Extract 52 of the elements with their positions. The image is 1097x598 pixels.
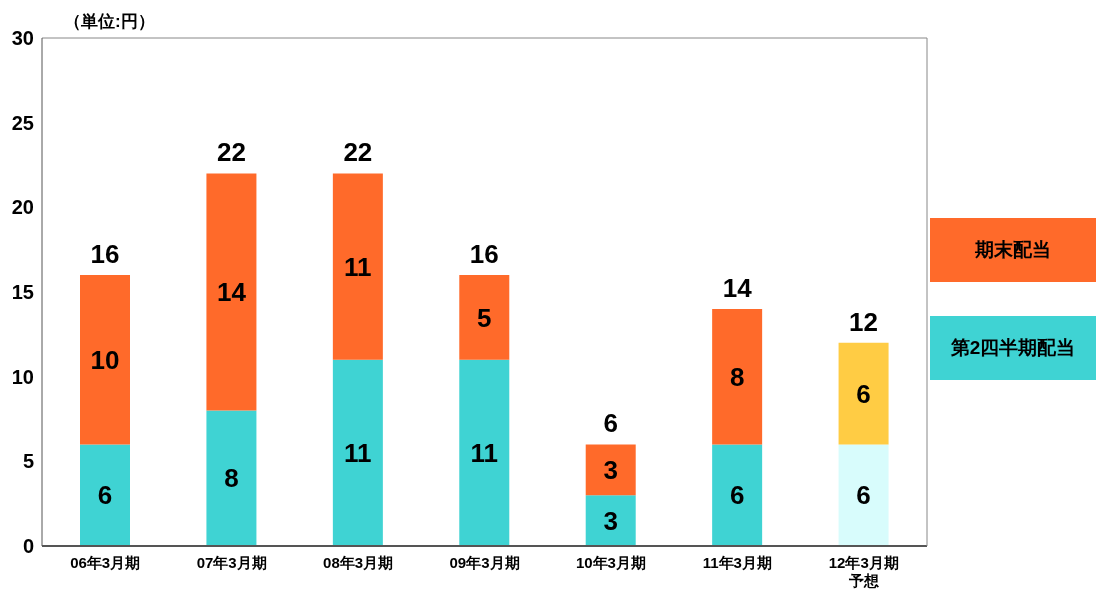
- y-tick-label: 30: [11, 27, 34, 50]
- x-tick-label: 10年3月期: [575, 554, 646, 571]
- bar: [206, 410, 257, 546]
- data-label: 11: [344, 251, 372, 282]
- bar: [459, 359, 510, 546]
- y-tick-label: 25: [11, 111, 34, 134]
- x-tick-label: 07年3月期: [196, 554, 267, 571]
- x-tick-label: 09年3月期: [449, 554, 520, 571]
- text: 第2四半期配当: [930, 316, 1096, 380]
- bar: [459, 275, 510, 360]
- data-label: 6: [856, 378, 871, 409]
- data-label: 5: [477, 302, 492, 333]
- total-label: 16: [90, 239, 120, 270]
- data-label: 6: [97, 480, 113, 511]
- total-label: 6: [603, 408, 618, 439]
- data-label: 11: [344, 438, 372, 469]
- bar: [712, 308, 763, 445]
- x-tick-label: 06年3月期: [70, 554, 141, 571]
- data-label: 8: [729, 361, 745, 392]
- data-label: 6: [729, 480, 745, 511]
- y-tick-label: 10: [11, 365, 34, 388]
- bar: [206, 173, 257, 411]
- text: 期末配当: [930, 218, 1096, 282]
- data-label: 6: [856, 480, 871, 511]
- bar: [80, 275, 130, 445]
- data-label: 8: [224, 463, 239, 494]
- bar: [332, 359, 383, 546]
- bar: [712, 444, 763, 546]
- data-label: 10: [90, 344, 120, 375]
- data-label: 14: [216, 277, 247, 308]
- text: （単位:円）: [64, 11, 155, 33]
- total-label: 14: [722, 272, 753, 303]
- total-label: 12: [849, 306, 879, 337]
- total-label: 22: [216, 137, 246, 168]
- y-tick-label: 15: [11, 281, 34, 304]
- data-label: 11: [470, 438, 499, 469]
- data-label: 3: [603, 455, 618, 486]
- y-tick-label: 20: [11, 196, 34, 219]
- bar: [838, 444, 889, 546]
- bar: [332, 173, 383, 360]
- x-tick-label: 11年3月期: [702, 554, 772, 571]
- y-tick-label: 0: [22, 535, 34, 558]
- total-label: 16: [469, 239, 499, 270]
- x-tick-label: 08年3月期: [323, 554, 394, 571]
- total-label: 22: [343, 137, 373, 168]
- bar: [838, 342, 889, 445]
- bar: [80, 444, 130, 546]
- data-label: 3: [603, 505, 618, 536]
- bar: [585, 495, 636, 546]
- bar: [585, 444, 636, 496]
- y-tick-label: 5: [22, 450, 34, 473]
- x-tick-label: 12年3月期予想: [828, 554, 899, 589]
